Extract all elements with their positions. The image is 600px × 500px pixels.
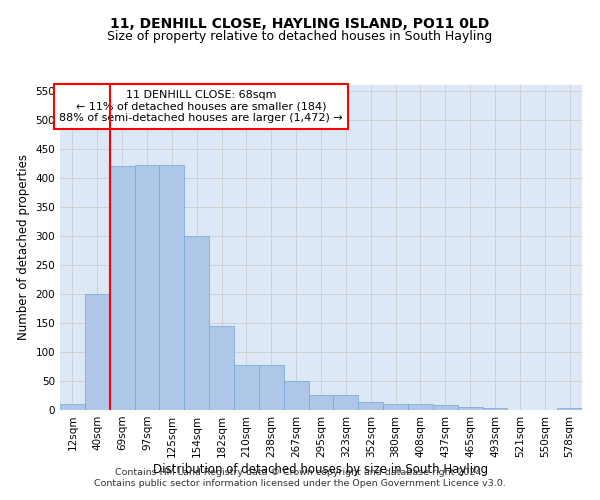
Y-axis label: Number of detached properties: Number of detached properties xyxy=(17,154,30,340)
Text: 11, DENHILL CLOSE, HAYLING ISLAND, PO11 0LD: 11, DENHILL CLOSE, HAYLING ISLAND, PO11 … xyxy=(110,18,490,32)
Bar xyxy=(308,396,334,410)
Bar xyxy=(134,165,160,410)
Bar xyxy=(85,294,110,410)
Bar xyxy=(358,402,383,410)
Bar xyxy=(110,166,134,410)
Bar xyxy=(334,396,358,410)
X-axis label: Distribution of detached houses by size in South Hayling: Distribution of detached houses by size … xyxy=(154,462,488,475)
Bar xyxy=(482,408,508,410)
Bar xyxy=(458,407,482,410)
Bar xyxy=(259,364,284,410)
Bar xyxy=(408,404,433,410)
Text: Contains HM Land Registry data © Crown copyright and database right 2024.
Contai: Contains HM Land Registry data © Crown c… xyxy=(94,468,506,487)
Bar xyxy=(160,165,184,410)
Bar xyxy=(284,381,308,410)
Bar xyxy=(234,364,259,410)
Bar xyxy=(433,406,458,410)
Bar xyxy=(60,404,85,410)
Bar xyxy=(184,236,209,410)
Bar xyxy=(557,408,582,410)
Text: Size of property relative to detached houses in South Hayling: Size of property relative to detached ho… xyxy=(107,30,493,43)
Bar xyxy=(383,404,408,410)
Text: 11 DENHILL CLOSE: 68sqm
← 11% of detached houses are smaller (184)
88% of semi-d: 11 DENHILL CLOSE: 68sqm ← 11% of detache… xyxy=(59,90,343,123)
Bar xyxy=(209,326,234,410)
